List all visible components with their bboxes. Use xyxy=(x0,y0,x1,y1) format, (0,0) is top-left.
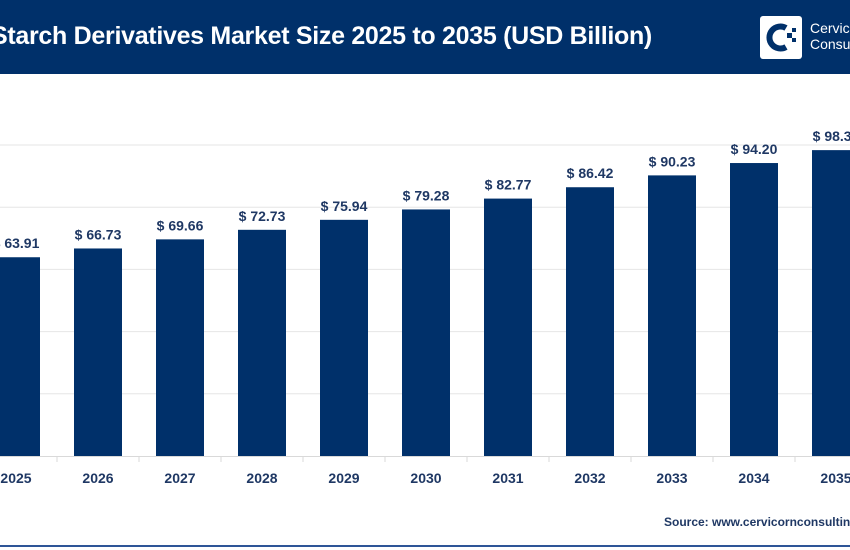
bar-2030 xyxy=(402,209,450,456)
bar-2033 xyxy=(648,175,696,456)
data-label: $ 69.66 xyxy=(157,217,204,233)
logo-text-line1: Cervicorn xyxy=(810,20,850,36)
data-label: $ 75.94 xyxy=(321,198,368,214)
x-tick-label: 2025 xyxy=(0,470,31,486)
x-tick-label: 2029 xyxy=(328,470,359,486)
data-label: $ 94.20 xyxy=(731,141,778,157)
data-label: $ 66.73 xyxy=(75,226,122,242)
bar-chart: $ 63.91 $ 66.73 $ 69.66 $ 72.73 $ 75.94 $ 79.… xyxy=(0,128,850,486)
bar-2032 xyxy=(566,187,614,456)
bar-2028 xyxy=(238,229,286,456)
data-label: $ 82.77 xyxy=(485,177,532,193)
bar-2031 xyxy=(484,198,532,456)
data-label: $ 86.42 xyxy=(567,165,614,181)
logo-icon xyxy=(766,23,796,52)
x-tick-label: 2034 xyxy=(738,470,769,486)
x-tick-label: 2030 xyxy=(410,470,441,486)
bar-2029 xyxy=(320,219,368,456)
data-labels: $ 63.91 $ 66.73 $ 69.66 $ 72.73 $ 75.94 $ 79.… xyxy=(0,128,850,251)
x-tick-label: 2033 xyxy=(656,470,687,486)
source-note: Source: www.cervicornconsulting.com xyxy=(664,515,850,529)
data-label: $ 72.73 xyxy=(239,208,286,224)
data-label: $ 63.91 xyxy=(0,235,40,251)
data-label: $ 90.23 xyxy=(649,153,696,169)
x-tick-label: 2028 xyxy=(246,470,277,486)
x-axis-ticks: 2025 2026 2027 2028 2029 2030 2031 2032 2033 2034… xyxy=(0,456,850,486)
x-tick-label: 2032 xyxy=(574,470,605,486)
x-tick-label: 2035 xyxy=(820,470,850,486)
chart-title: Starch Derivatives Market Size 2025 to 2… xyxy=(0,22,652,50)
header-banner: Starch Derivatives Market Size 2025 to 2… xyxy=(0,0,850,74)
bottom-divider xyxy=(0,545,850,547)
logo-text: Cervicorn Consulting xyxy=(810,20,850,52)
data-label: $ 79.28 xyxy=(403,187,450,203)
x-tick-label: 2026 xyxy=(82,470,113,486)
bars xyxy=(0,150,850,456)
company-logo xyxy=(760,16,802,59)
x-tick-label: 2031 xyxy=(492,470,523,486)
logo-text-line2: Consulting xyxy=(810,36,850,52)
bar-2026 xyxy=(74,248,122,456)
bar-2034 xyxy=(730,163,778,456)
bar-2027 xyxy=(156,239,204,456)
bar-2025 xyxy=(0,257,40,456)
x-tick-label: 2027 xyxy=(164,470,195,486)
data-label: $ 98.35 xyxy=(813,128,850,144)
bar-2035 xyxy=(812,150,850,456)
